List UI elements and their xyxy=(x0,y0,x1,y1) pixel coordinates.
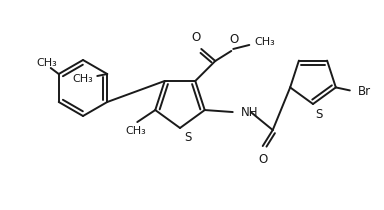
Text: CH₃: CH₃ xyxy=(73,74,93,84)
Text: S: S xyxy=(184,131,191,144)
Text: CH₃: CH₃ xyxy=(254,37,275,47)
Text: CH₃: CH₃ xyxy=(125,126,146,136)
Text: O: O xyxy=(230,33,239,46)
Text: NH: NH xyxy=(241,106,258,118)
Text: O: O xyxy=(192,31,201,44)
Text: S: S xyxy=(315,108,323,121)
Text: CH₃: CH₃ xyxy=(36,58,57,68)
Text: O: O xyxy=(258,153,267,166)
Text: Br: Br xyxy=(358,85,371,98)
